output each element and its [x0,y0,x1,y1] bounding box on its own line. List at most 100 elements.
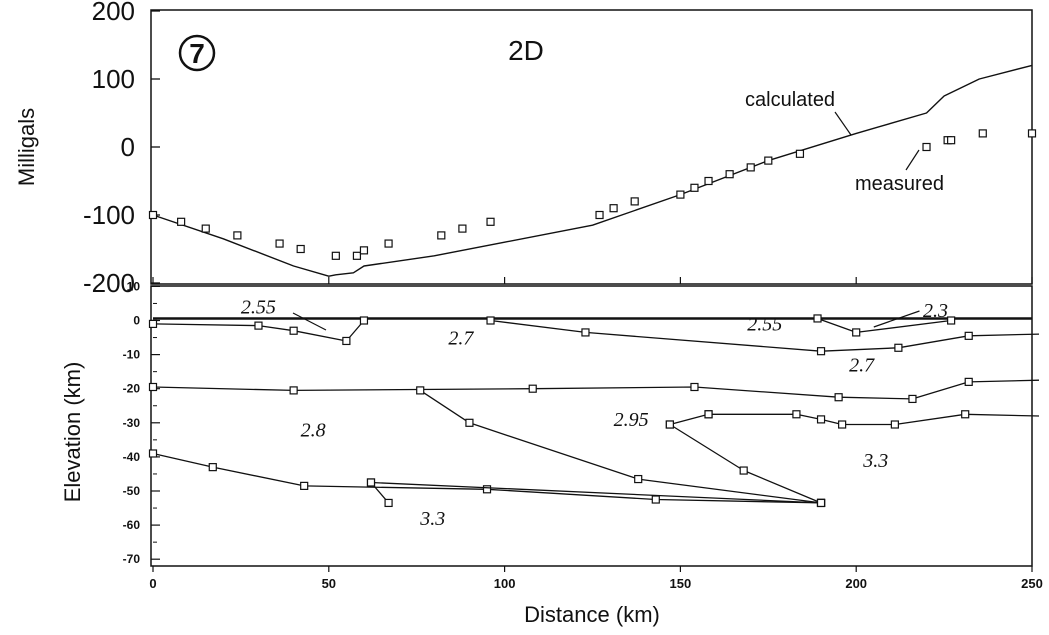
measured-point [296,244,305,254]
gravity-y-tick-label: -200 [83,268,135,298]
measured-point [690,183,699,192]
boundary-vertex [148,382,158,392]
distance-x-tick-label: 250 [1021,576,1043,591]
boundary-vertex [528,384,537,393]
measured-point [630,197,639,206]
boundary-vertex [961,410,970,419]
measured-point [746,163,755,172]
measured-point [359,246,369,255]
measured-point [201,224,210,233]
gravity-y-tick-label: 0 [121,132,135,162]
density-label: 2.8 [301,419,326,441]
boundary-vertex [834,393,843,402]
elevation-y-tick-label: 0 [133,314,140,328]
panel-badge-number: 7 [189,38,205,69]
distance-x-tick-label: 100 [494,576,516,591]
tick-marks [151,10,1033,572]
density-leader-line [873,310,920,328]
boundary-vertex [366,478,376,487]
boundary-vertex [634,474,643,484]
boundary-vertex [852,328,861,337]
boundary-vertex [704,410,713,419]
density-label: 3.3 [419,508,445,530]
measured-point [275,239,284,248]
gravity-y-tick-label: 100 [92,64,135,94]
boundary-vertex [964,331,973,340]
measured-point [1027,129,1037,138]
elevation-y-tick-label: -20 [123,382,141,396]
boundary-vertex [739,466,748,475]
distance-x-tick-label: 150 [670,576,692,591]
measured-point [704,176,713,186]
elevation-y-tick-label: -70 [123,552,141,566]
boundary-vertex [947,316,956,325]
boundary-vertex [651,495,660,504]
boundary-vertex [359,316,369,325]
density-label: 2.95 [614,409,649,431]
layer-boundary-6 [152,452,822,504]
boundary-vertex [908,394,917,404]
measured-point [486,217,495,226]
boundary-vertex [300,481,309,490]
calculated-line [152,64,1033,277]
boundary-vertex [964,377,973,386]
measured-point [331,251,340,260]
gravity-y-tick-label: -100 [83,200,135,230]
density-label: 2.3 [923,300,948,322]
layer-boundary-10 [669,423,822,504]
measured-point [233,231,242,240]
boundary-vertex [894,343,903,352]
distance-x-tick-label: 200 [845,576,867,591]
gravity-y-tick-label: 200 [92,0,135,26]
boundary-vertex [813,314,822,323]
measured-point [177,217,186,226]
measured-point [978,129,987,138]
measured-annotation: measured [855,173,944,195]
boundary-vertex [254,321,263,330]
density-label: 3.3 [862,450,888,472]
density-leader-line [292,312,327,331]
measured-point [437,231,446,240]
density-label: 2.7 [448,327,474,349]
section-panel-frame [150,285,1033,567]
measured-point [148,210,158,220]
boundary-vertex [581,328,590,337]
elevation-y-tick-label: -30 [123,416,141,430]
measured-point [352,251,362,260]
boundary-vertex [416,386,425,395]
boundary-vertex [482,485,492,494]
boundary-vertex [289,326,298,335]
elevation-y-axis-title: Elevation (km) [60,362,85,503]
boundary-vertex [148,319,158,329]
boundary-vertex [289,386,298,395]
boundary-vertex [816,415,826,424]
boundary-vertex [890,420,899,429]
boundary-vertex [690,382,699,392]
distance-x-tick-label: 0 [149,576,156,591]
boundary-vertex [148,449,158,458]
distance-x-tick-label: 50 [322,576,336,591]
boundary-vertex [665,420,674,429]
plot-marks [148,34,1040,508]
layer-boundary-2 [490,319,1040,352]
elevation-y-tick-label: -10 [123,348,141,362]
layer-boundary-11 [669,413,709,426]
elevation-y-tick-label: 10 [127,279,141,293]
plot-frames [150,9,1033,567]
boundary-vertex [208,463,217,472]
calculated-leader-line [834,111,852,136]
measured-point [947,136,956,145]
measured-point [795,149,805,158]
boundary-vertex [816,347,826,356]
layer-boundary-8 [370,481,822,504]
boundary-vertex [792,410,801,419]
boundary-vertex [342,336,351,346]
layer-boundary-4 [152,379,1040,400]
layer-boundary-9 [419,389,822,504]
measured-point [922,142,931,152]
boundary-vertex [486,316,495,325]
boundary-vertex [384,498,393,508]
measured-point [595,210,604,220]
calculated-annotation: calculated [745,89,835,111]
